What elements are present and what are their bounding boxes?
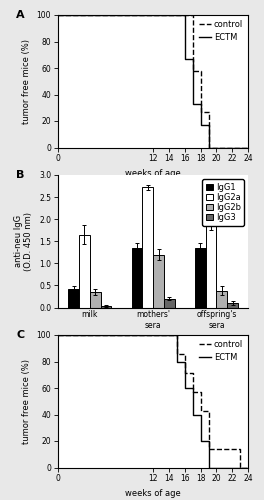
- ECTM: [247, 144, 250, 150]
- Bar: [206, 215, 216, 308]
- control: [207, 144, 210, 150]
- X-axis label: weeks of age: weeks of age: [125, 169, 181, 178]
- Y-axis label: anti-neu IgG
(O.D. 450 nm): anti-neu IgG (O.D. 450 nm): [14, 212, 34, 271]
- X-axis label: weeks of age: weeks of age: [125, 489, 181, 498]
- ECTM: [152, 332, 155, 338]
- ECTM: [199, 122, 202, 128]
- control: [199, 408, 202, 414]
- ECTM: [199, 412, 202, 418]
- Bar: [131, 248, 142, 308]
- control: [207, 446, 210, 452]
- ECTM: [247, 464, 250, 470]
- Bar: [142, 188, 153, 308]
- control: [239, 446, 242, 452]
- control: [191, 68, 194, 73]
- control: [207, 408, 210, 414]
- Legend: IgG1, IgG2a, IgG2b, IgG3: IgG1, IgG2a, IgG2b, IgG3: [202, 179, 244, 226]
- ECTM: [183, 385, 186, 391]
- ECTM: [56, 12, 60, 18]
- Bar: [195, 248, 206, 308]
- ECTM: [199, 438, 202, 444]
- Line: control: control: [58, 15, 248, 148]
- Bar: [90, 292, 101, 308]
- Bar: [153, 254, 164, 308]
- ECTM: [207, 438, 210, 444]
- Text: A: A: [16, 10, 25, 20]
- ECTM: [183, 56, 186, 62]
- Legend: control, ECTM: control, ECTM: [196, 16, 247, 46]
- ECTM: [207, 122, 210, 128]
- ECTM: [191, 385, 194, 391]
- control: [191, 370, 194, 376]
- control: [231, 446, 234, 452]
- control: [199, 108, 202, 114]
- Bar: [227, 303, 238, 308]
- control: [175, 350, 178, 356]
- ECTM: [199, 101, 202, 107]
- control: [199, 389, 202, 395]
- Text: C: C: [16, 330, 24, 340]
- ECTM: [175, 358, 178, 364]
- control: [191, 12, 194, 18]
- Y-axis label: tumor free mice (%): tumor free mice (%): [22, 39, 31, 123]
- control: [191, 389, 194, 395]
- ECTM: [191, 56, 194, 62]
- control: [199, 68, 202, 73]
- control: [175, 332, 178, 338]
- control: [247, 144, 250, 150]
- ECTM: [175, 332, 178, 338]
- ECTM: [191, 101, 194, 107]
- Text: B: B: [16, 170, 25, 179]
- Line: ECTM: ECTM: [58, 15, 248, 148]
- ECTM: [152, 332, 155, 338]
- control: [247, 464, 250, 470]
- control: [239, 464, 242, 470]
- ECTM: [183, 12, 186, 18]
- Line: ECTM: ECTM: [58, 335, 248, 468]
- ECTM: [183, 358, 186, 364]
- Bar: [68, 289, 79, 308]
- ECTM: [207, 464, 210, 470]
- control: [183, 350, 186, 356]
- ECTM: [207, 144, 210, 150]
- Bar: [216, 290, 227, 308]
- Bar: [164, 298, 175, 308]
- ECTM: [191, 412, 194, 418]
- control: [207, 108, 210, 114]
- control: [231, 446, 234, 452]
- Line: control: control: [58, 335, 248, 468]
- Y-axis label: tumor free mice (%): tumor free mice (%): [22, 359, 31, 444]
- Bar: [79, 234, 90, 308]
- Legend: control, ECTM: control, ECTM: [196, 336, 247, 366]
- Bar: [101, 306, 111, 308]
- ECTM: [56, 332, 60, 338]
- control: [56, 332, 60, 338]
- control: [56, 12, 60, 18]
- control: [183, 370, 186, 376]
